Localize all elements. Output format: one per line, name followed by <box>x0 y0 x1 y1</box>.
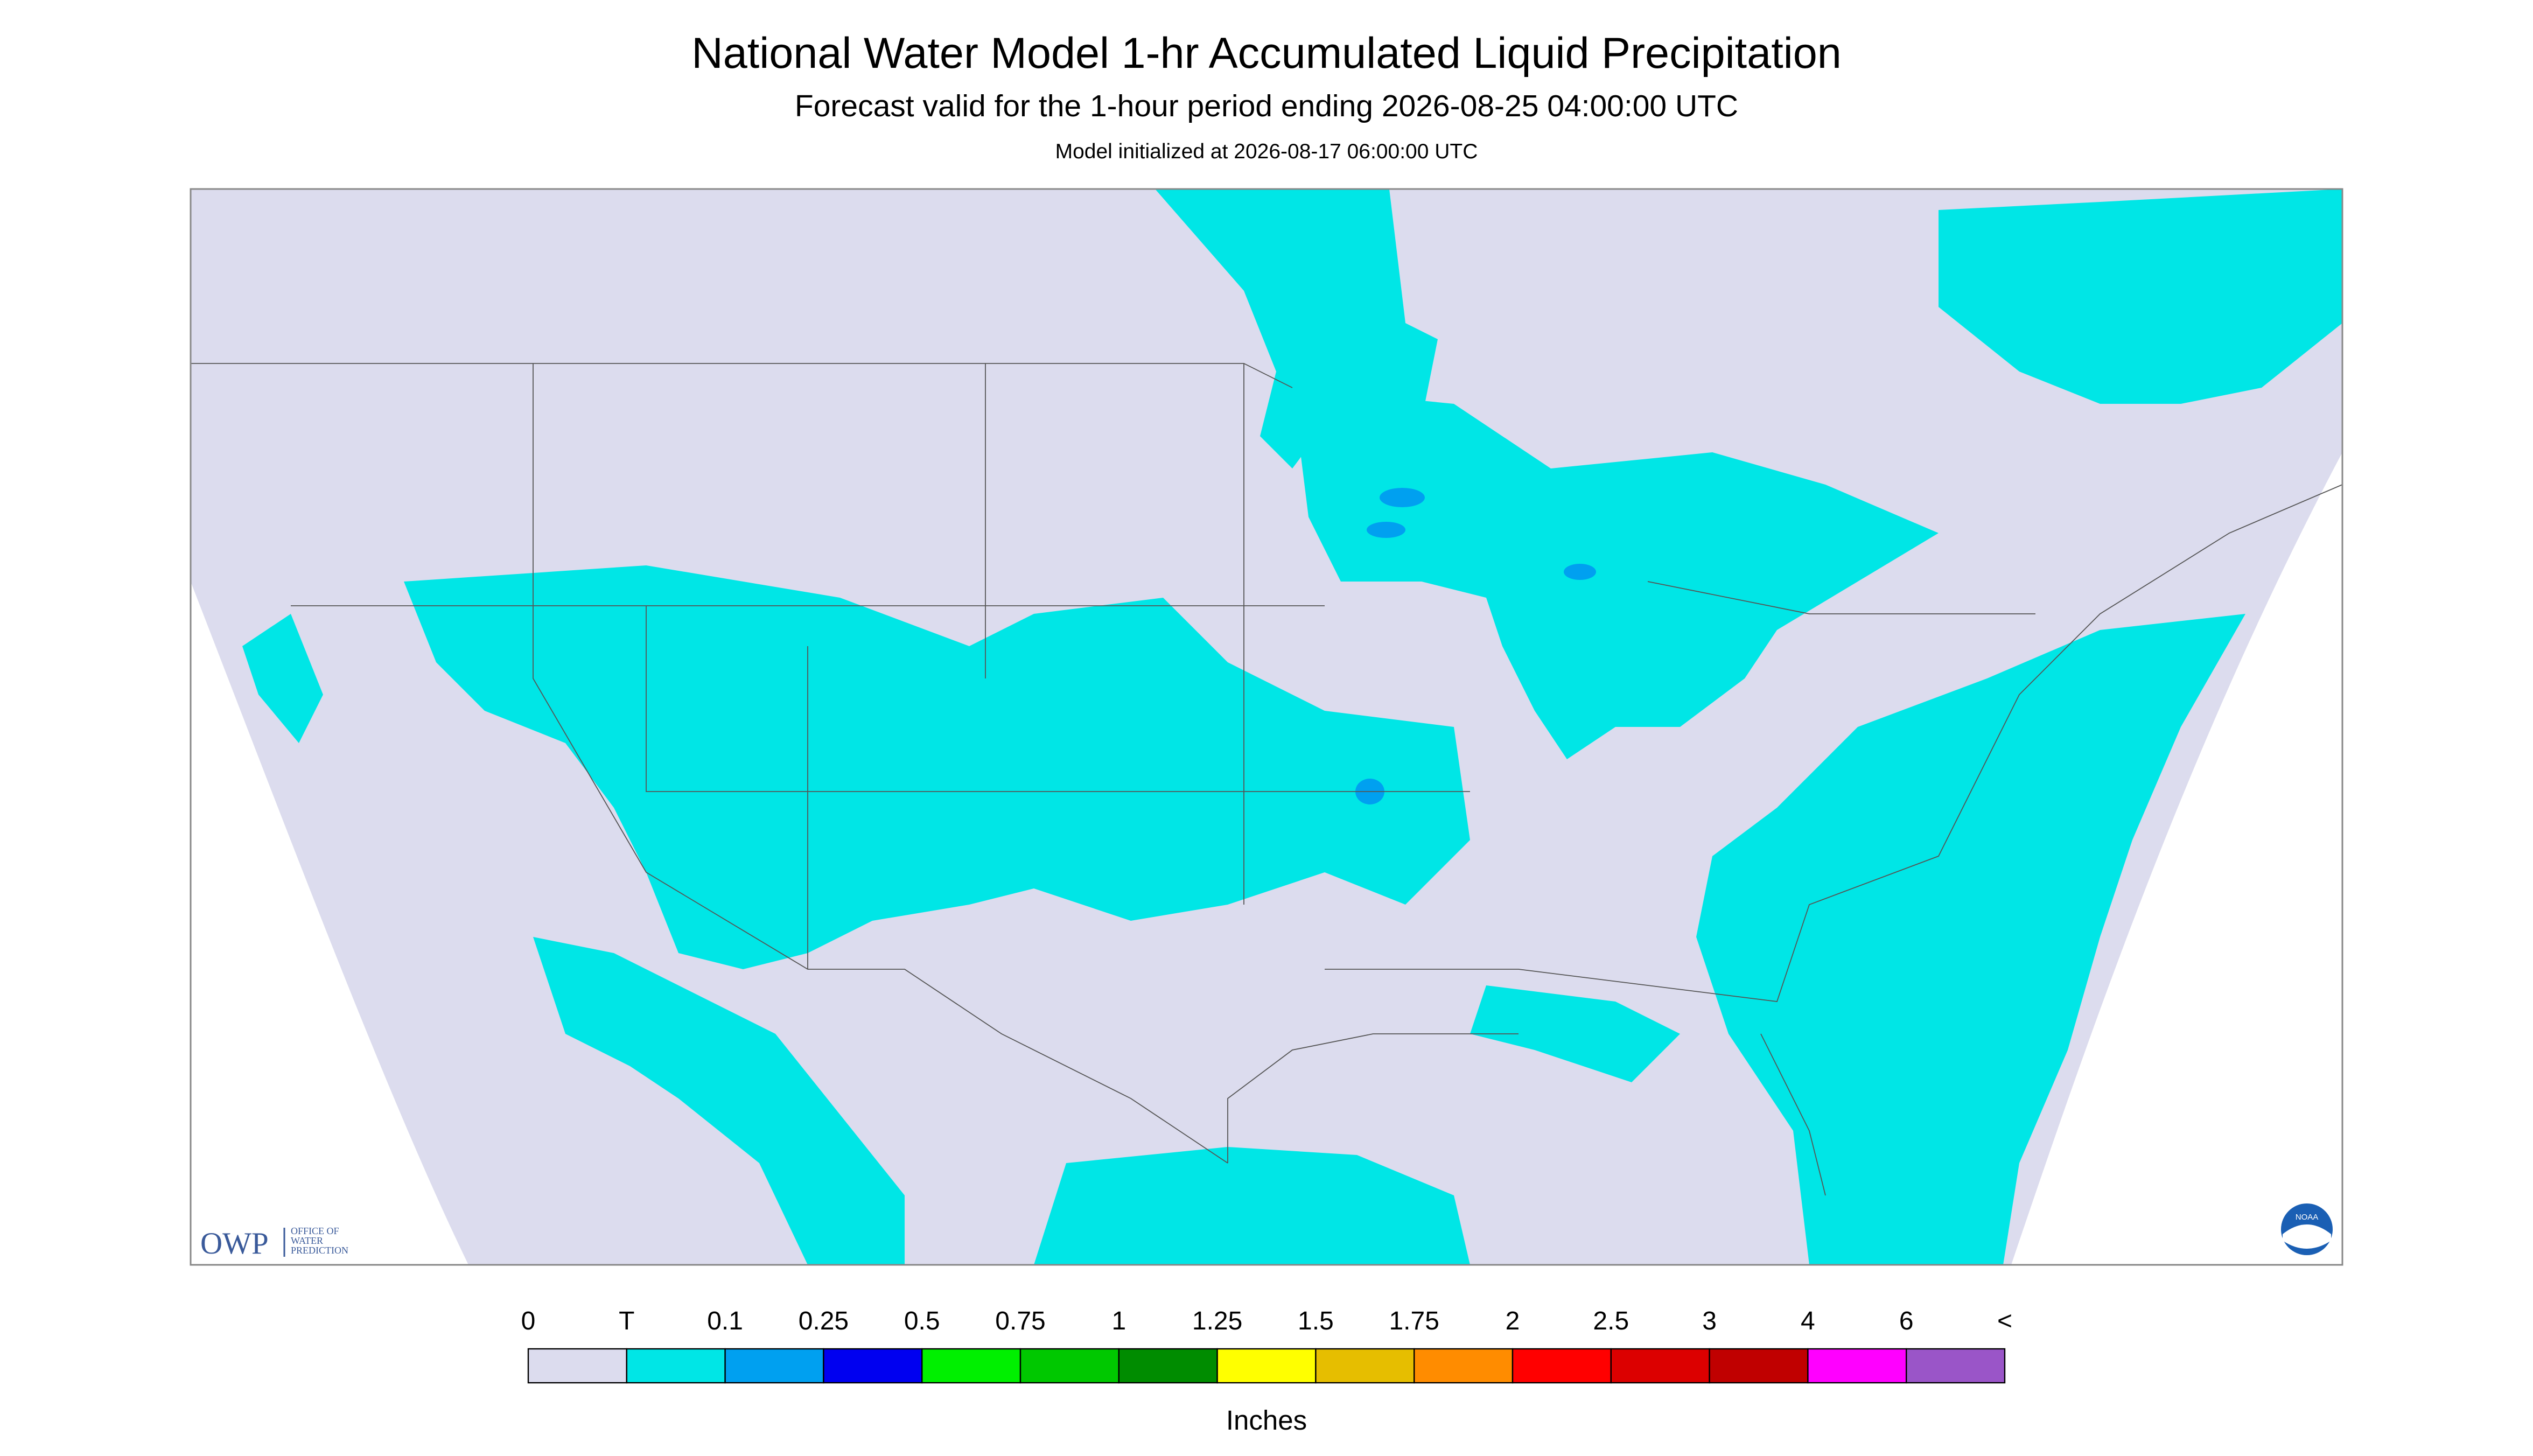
colorbar-swatch <box>527 1348 628 1384</box>
noaa-text: NOAA <box>2296 1213 2319 1222</box>
colorbar-swatch <box>1118 1348 1218 1384</box>
colorbar-label: 0.25 <box>799 1307 849 1335</box>
colorbar-label: 3 <box>1702 1307 1717 1335</box>
colorbar-swatch <box>1216 1348 1317 1384</box>
init-time: Model initialized at 2026-08-17 06:00:00… <box>1055 140 1478 163</box>
owp-logo-line: PREDICTION <box>291 1245 348 1256</box>
map-frame <box>190 188 2343 1266</box>
colorbar-label: 0.75 <box>995 1307 1045 1335</box>
subtitle: Forecast valid for the 1-hour period end… <box>795 89 1738 123</box>
colorbar-label: 1.5 <box>1298 1307 1334 1335</box>
colorbar-swatch <box>1905 1348 2006 1384</box>
title: National Water Model 1-hr Accumulated Li… <box>691 29 1842 78</box>
map: OWP OFFICE OF WATER PREDICTION NOAA <box>190 188 2343 1266</box>
colorbar-label: 1.75 <box>1389 1307 1439 1335</box>
colorbar-label: 0 <box>521 1307 536 1335</box>
colorbar-swatch <box>1610 1348 1710 1384</box>
colorbar: 0 T 0.1 0.25 0.5 0.75 1 1.25 1.5 1.75 2 2.5 3 4 6 < <box>521 1307 2012 1384</box>
colorbar-swatch <box>1315 1348 1415 1384</box>
colorbar-swatch <box>1709 1348 1809 1384</box>
outside-domain <box>2011 189 2342 1265</box>
colorbar-label: T <box>619 1307 634 1335</box>
colorbar-swatch <box>724 1348 824 1384</box>
noaa-logo: NOAA <box>2281 1203 2333 1256</box>
colorbar-swatch <box>1807 1348 1907 1384</box>
colorbar-label: 1 <box>1111 1307 1126 1335</box>
colorbar-swatch <box>823 1348 923 1384</box>
colorbar-swatch <box>1019 1348 1120 1384</box>
boundaries <box>191 363 2343 1196</box>
outside-domain <box>191 189 468 1265</box>
colorbar-unit: Inches <box>1226 1405 1307 1436</box>
colorbar-label: < <box>1997 1307 2012 1335</box>
colorbar-swatch <box>626 1348 726 1384</box>
colorbar-label: 2 <box>1506 1307 1520 1335</box>
colorbar-label: 1.25 <box>1192 1307 1242 1335</box>
colorbar-label: 6 <box>1899 1307 1914 1335</box>
owp-logo-line: WATER <box>291 1235 323 1246</box>
colorbar-swatch <box>1414 1348 1514 1384</box>
owp-logo-text: OWP <box>200 1227 269 1261</box>
precip-areas <box>242 189 2342 1265</box>
colorbar-label: 4 <box>1801 1307 1815 1335</box>
colorbar-label: 0.5 <box>904 1307 940 1335</box>
owp-logo-line: OFFICE OF <box>291 1226 339 1236</box>
colorbar-label: 0.1 <box>707 1307 743 1335</box>
colorbar-swatch <box>1512 1348 1612 1384</box>
precip-moderate <box>1355 488 1596 805</box>
noaa-wave <box>2283 1224 2331 1249</box>
owp-logo: OWP OFFICE OF WATER PREDICTION <box>200 1226 348 1261</box>
colorbar-swatch <box>921 1348 1021 1384</box>
colorbar-label: 2.5 <box>1593 1307 1629 1335</box>
